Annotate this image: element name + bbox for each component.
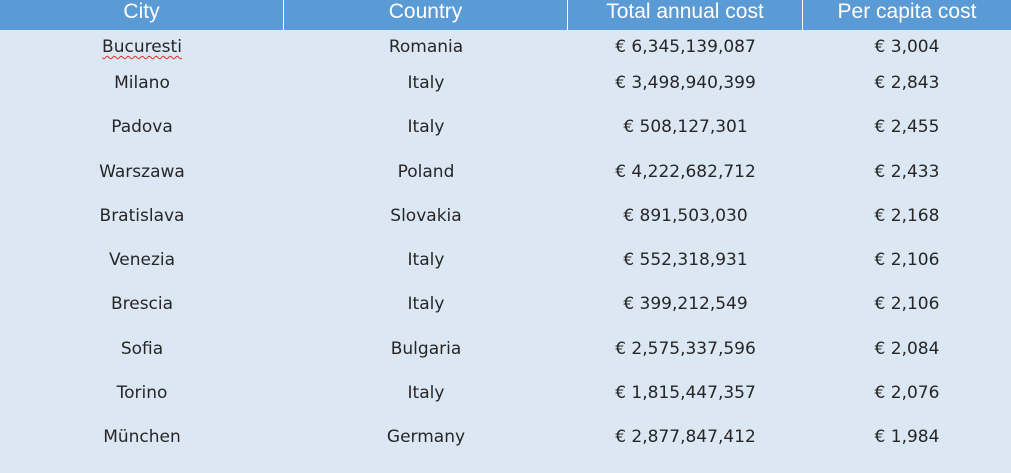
per-capita-cell[interactable]: € 3,004	[874, 37, 940, 57]
city-cell[interactable]: Brescia	[110, 294, 174, 315]
total-cost-cell[interactable]: € 6,345,139,087	[615, 37, 756, 57]
table-row[interactable]: Torino Italy € 1,815,447,357 € 2,076	[0, 376, 1011, 420]
city-cell[interactable]: Bucuresti	[0, 30, 284, 66]
total-cost-cell[interactable]: € 508,127,301	[623, 117, 748, 138]
header-country[interactable]: Country	[284, 0, 568, 30]
per-capita-cell[interactable]: € 2,168	[874, 205, 940, 226]
table-header-row: City Country Total annual cost Per capit…	[0, 0, 1011, 30]
per-capita-cell[interactable]: € 2,455	[874, 117, 940, 138]
header-city[interactable]: City	[0, 0, 284, 30]
city-cell[interactable]: Milano	[114, 73, 170, 93]
total-cost-cell[interactable]: € 552,318,931	[623, 250, 748, 271]
country-cell[interactable]: Germany	[386, 427, 466, 448]
total-cost-cell[interactable]: € 399,212,549	[623, 294, 748, 315]
table-row[interactable]: Brescia Italy € 399,212,549 € 2,106	[0, 287, 1011, 331]
country-cell[interactable]: Italy	[407, 383, 445, 404]
country-cell[interactable]: Bulgaria	[390, 338, 462, 359]
city-cell[interactable]: Venezia	[108, 250, 176, 271]
city-cell[interactable]: Padova	[111, 117, 173, 138]
per-capita-cell[interactable]: € 2,076	[874, 383, 940, 404]
total-cost-cell[interactable]: € 4,222,682,712	[615, 161, 756, 182]
country-cell[interactable]: Italy	[407, 117, 445, 138]
total-cost-cell[interactable]: € 3,498,940,399	[615, 73, 756, 93]
total-cost-cell[interactable]: € 891,503,030	[623, 205, 748, 226]
country-cell[interactable]: Slovakia	[390, 205, 462, 226]
city-cell[interactable]: Warszawa	[99, 161, 185, 182]
per-capita-cell[interactable]: € 2,843	[874, 73, 940, 93]
table-row[interactable]: Venezia Italy € 552,318,931 € 2,106	[0, 243, 1011, 287]
table-row[interactable]: München Germany € 2,877,847,412 € 1,984	[0, 420, 1011, 464]
per-capita-cell[interactable]: € 1,984	[874, 427, 940, 448]
country-cell[interactable]: Italy	[407, 73, 445, 93]
table-row[interactable]: Bratislava Slovakia € 891,503,030 € 2,16…	[0, 199, 1011, 243]
country-cell[interactable]: Italy	[407, 294, 445, 315]
country-cell[interactable]: Romania	[388, 37, 464, 57]
table-row[interactable]: Bucuresti Romania € 6,345,139,087 € 3,00…	[0, 30, 1011, 66]
per-capita-cell[interactable]: € 2,106	[874, 250, 940, 271]
header-total-annual-cost[interactable]: Total annual cost	[568, 0, 803, 30]
table-row[interactable]: Warszawa Poland € 4,222,682,712 € 2,433	[0, 155, 1011, 199]
table-row[interactable]: Milano Italy € 3,498,940,399 € 2,843	[0, 66, 1011, 110]
header-per-capita-cost[interactable]: Per capita cost	[837, 0, 977, 23]
per-capita-cell[interactable]: € 2,106	[874, 294, 940, 315]
city-cell[interactable]: Torino	[116, 383, 168, 404]
per-capita-cell[interactable]: € 2,084	[874, 338, 940, 359]
city-text-misspelled[interactable]: Bucuresti	[102, 37, 182, 57]
total-cost-cell[interactable]: € 2,575,337,596	[615, 338, 756, 359]
total-cost-cell[interactable]: € 2,877,847,412	[615, 427, 756, 448]
per-capita-cell[interactable]: € 2,433	[874, 161, 940, 182]
country-cell[interactable]: Poland	[397, 161, 455, 182]
city-cell[interactable]: München	[103, 427, 181, 448]
city-cell[interactable]: Bratislava	[99, 205, 185, 226]
table-row[interactable]: Padova Italy € 508,127,301 € 2,455	[0, 110, 1011, 154]
city-cell[interactable]: Sofia	[120, 338, 164, 359]
country-cell[interactable]: Italy	[407, 250, 445, 271]
total-cost-cell[interactable]: € 1,815,447,357	[615, 383, 756, 404]
table-row[interactable]: Sofia Bulgaria € 2,575,337,596 € 2,084	[0, 332, 1011, 376]
